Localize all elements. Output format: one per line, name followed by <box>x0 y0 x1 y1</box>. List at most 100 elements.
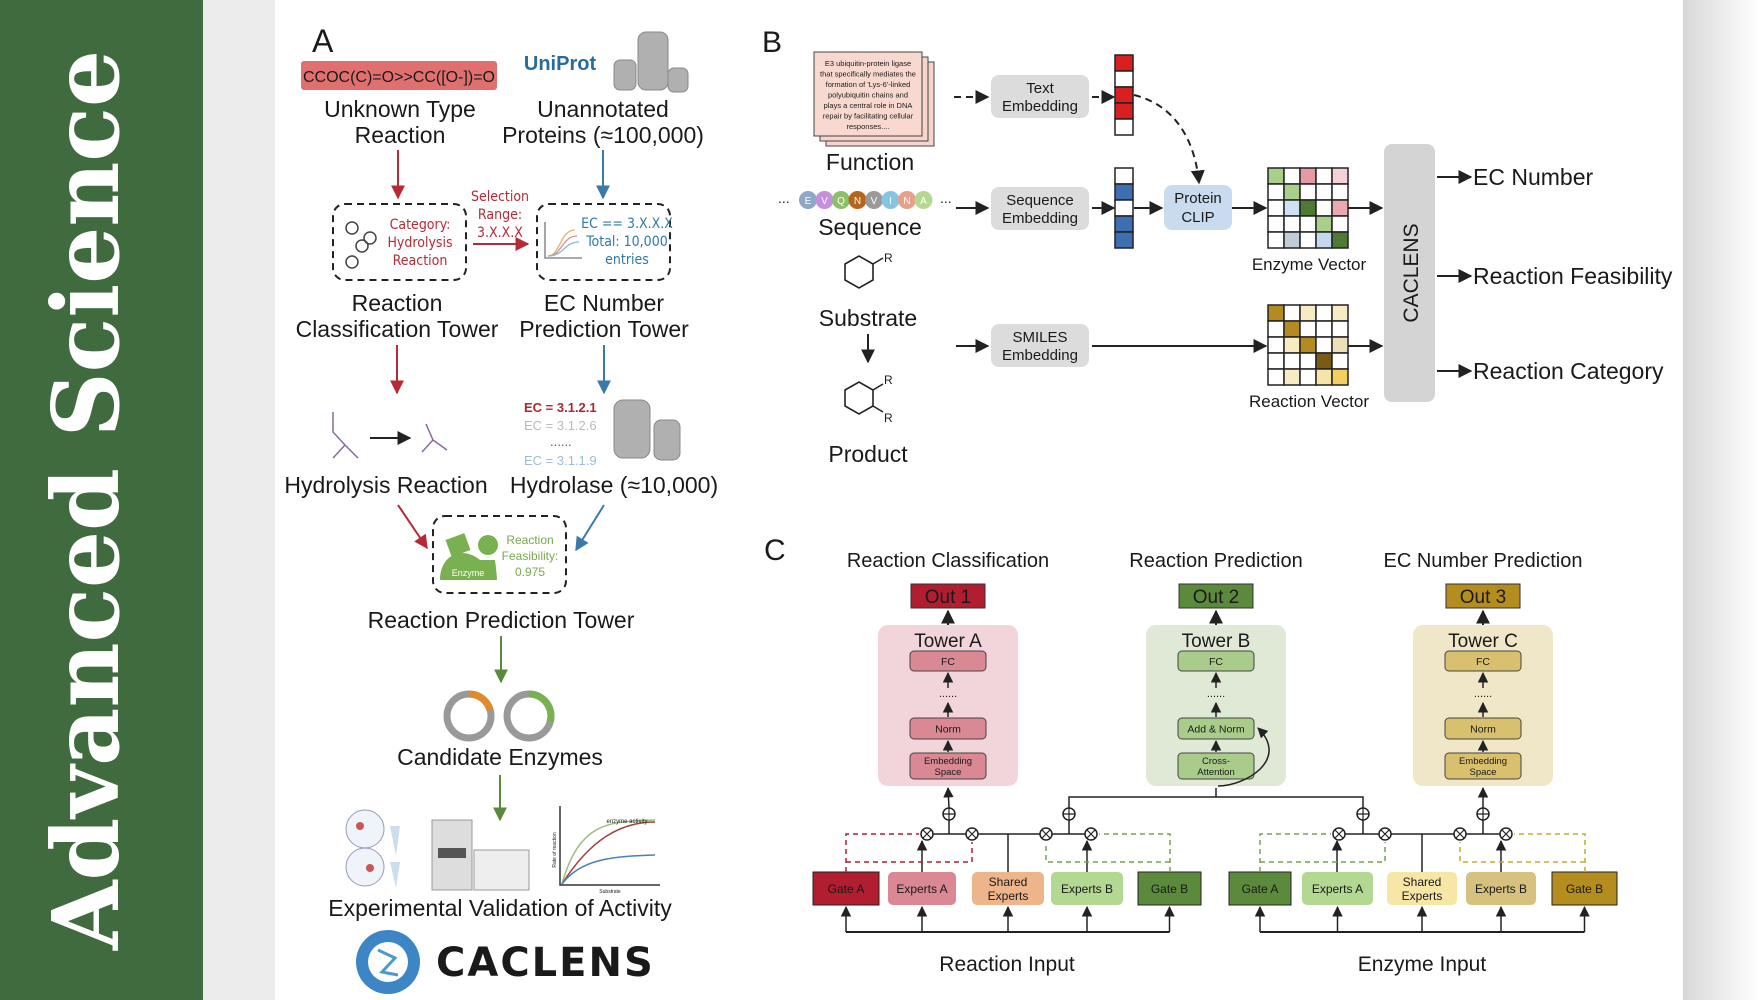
ec-list-item: EC = 3.1.2.6 <box>524 418 597 433</box>
task-title: Reaction Prediction <box>1129 550 1302 572</box>
output-box <box>910 583 986 609</box>
output-reaction-feasibility: Reaction Feasibility <box>1473 263 1673 289</box>
grid-cell <box>1331 183 1349 201</box>
grid-cell <box>1331 167 1349 185</box>
task-title: EC Number Prediction <box>1384 550 1583 572</box>
vector-cell <box>1114 54 1134 72</box>
vector-cell <box>1114 118 1134 136</box>
amino-acid-bead <box>848 191 867 209</box>
vector-cell <box>1114 86 1134 104</box>
grid-cell <box>1331 352 1349 370</box>
output-reaction-category: Reaction Category <box>1473 358 1664 384</box>
candidate-enzymes-icon <box>443 690 555 742</box>
unknown-reaction-label: Unknown Type <box>324 96 476 122</box>
grid-cell <box>1299 215 1317 233</box>
sequence-embedding-label: Embedding <box>1002 210 1078 227</box>
grid-cell <box>1283 167 1301 185</box>
grid-cell <box>1267 336 1285 354</box>
smiles-embedding-label: Embedding <box>1002 347 1078 364</box>
moe-module-label: Gate A <box>1242 882 1279 896</box>
smiles-box <box>301 61 497 90</box>
r-group-label: R <box>884 373 893 387</box>
grid-cell <box>1315 199 1333 217</box>
r-group-label: R <box>884 411 893 425</box>
moe-module <box>1228 871 1292 906</box>
grid-cell <box>1283 304 1301 322</box>
moe-module-label: Gate A <box>828 882 865 896</box>
amino-acid-letter: I <box>889 196 892 207</box>
caclens-logo-text: CACLENS <box>436 940 655 986</box>
amino-acid-bead <box>799 191 817 209</box>
function-text-line: polyubiquitin chains and <box>828 91 908 100</box>
tower-title: Tower A <box>914 631 982 652</box>
amino-acid-bead <box>815 191 834 209</box>
activity-plot <box>559 806 660 886</box>
rp-tower-label: Reaction Prediction Tower <box>368 607 635 633</box>
grid-cell <box>1283 199 1301 217</box>
vector-cell <box>1114 70 1134 88</box>
layer-label: Norm <box>1470 724 1496 736</box>
output-box <box>1445 583 1521 609</box>
moe-module-label: Shared <box>989 875 1028 889</box>
vector-cell <box>1114 231 1134 249</box>
enzyme-icon <box>440 533 498 580</box>
grid-cell <box>1267 231 1285 249</box>
category-text: Hydrolysis <box>387 235 452 251</box>
benzene-product-icon <box>844 381 884 415</box>
layer-label: Attention <box>1197 767 1235 778</box>
grid-cell <box>1267 320 1285 338</box>
database-icon <box>613 31 689 93</box>
validation-label: Experimental Validation of Activity <box>328 895 672 921</box>
vector-cell <box>1114 215 1134 233</box>
function-document <box>813 51 923 137</box>
grid-cell <box>1299 336 1317 354</box>
text-embedding-label: Text <box>1026 80 1054 97</box>
smiles-text: CCOC(C)=O>>CC([O-])=O <box>303 69 495 86</box>
sequence-vector <box>1114 167 1134 249</box>
selection-range-text: Range: <box>478 207 522 223</box>
text-embedding-box <box>991 75 1089 118</box>
category-text: Category: <box>390 217 451 233</box>
category-text: Reaction <box>393 253 448 269</box>
panel-a: A CCOC(C)=O>>CC([O-])=O UniProt Unknown … <box>284 23 718 994</box>
product-label: Product <box>828 441 908 467</box>
function-text-line: plays a central role in DNA <box>824 101 913 110</box>
grid-cell <box>1283 183 1301 201</box>
plot-xlabel: Substrate <box>599 889 621 895</box>
journal-banner <box>0 0 203 1000</box>
moe-module-label: Experts A <box>896 882 947 896</box>
layer-label: Embedding <box>1459 756 1507 767</box>
hydrolysis-molecule-icon <box>332 412 448 459</box>
ellipsis-dots: ...... <box>1207 688 1225 700</box>
vector-cell <box>1114 183 1134 201</box>
amino-acid-letter: N <box>854 196 861 207</box>
panel-c-label: C <box>764 534 786 567</box>
ec-tower-label: Prediction Tower <box>519 316 689 342</box>
ec-tower-label: EC Number <box>544 290 664 316</box>
grid-cell <box>1299 368 1317 386</box>
panel-a-label: A <box>312 23 334 59</box>
journal-title: Advanced Science <box>32 50 140 951</box>
amino-acid-bead <box>832 191 850 209</box>
smiles-embedding-label: SMILES <box>1012 329 1067 346</box>
enzyme-input-label: Enzyme Input <box>1358 953 1487 976</box>
microscopy-icon <box>345 809 400 888</box>
layer-label: Cross- <box>1202 756 1230 767</box>
layer-box <box>1444 752 1522 780</box>
grid-cell <box>1267 352 1285 370</box>
grid-cell <box>1331 199 1349 217</box>
output-ec-number: EC Number <box>1473 164 1593 190</box>
grid-cell <box>1315 215 1333 233</box>
vector-cell <box>1114 167 1134 185</box>
grid-cell <box>1315 304 1333 322</box>
uniprot-logo: UniProt <box>524 53 597 75</box>
layer-label: FC <box>1476 656 1490 668</box>
layer-label: Norm <box>935 724 961 736</box>
reaction-vector-label: Reaction Vector <box>1249 392 1369 411</box>
grid-cell <box>1283 320 1301 338</box>
layer-label: FC <box>1209 656 1223 668</box>
grid-cell <box>1331 231 1349 249</box>
layer-box <box>909 752 987 780</box>
category-box <box>332 203 467 281</box>
